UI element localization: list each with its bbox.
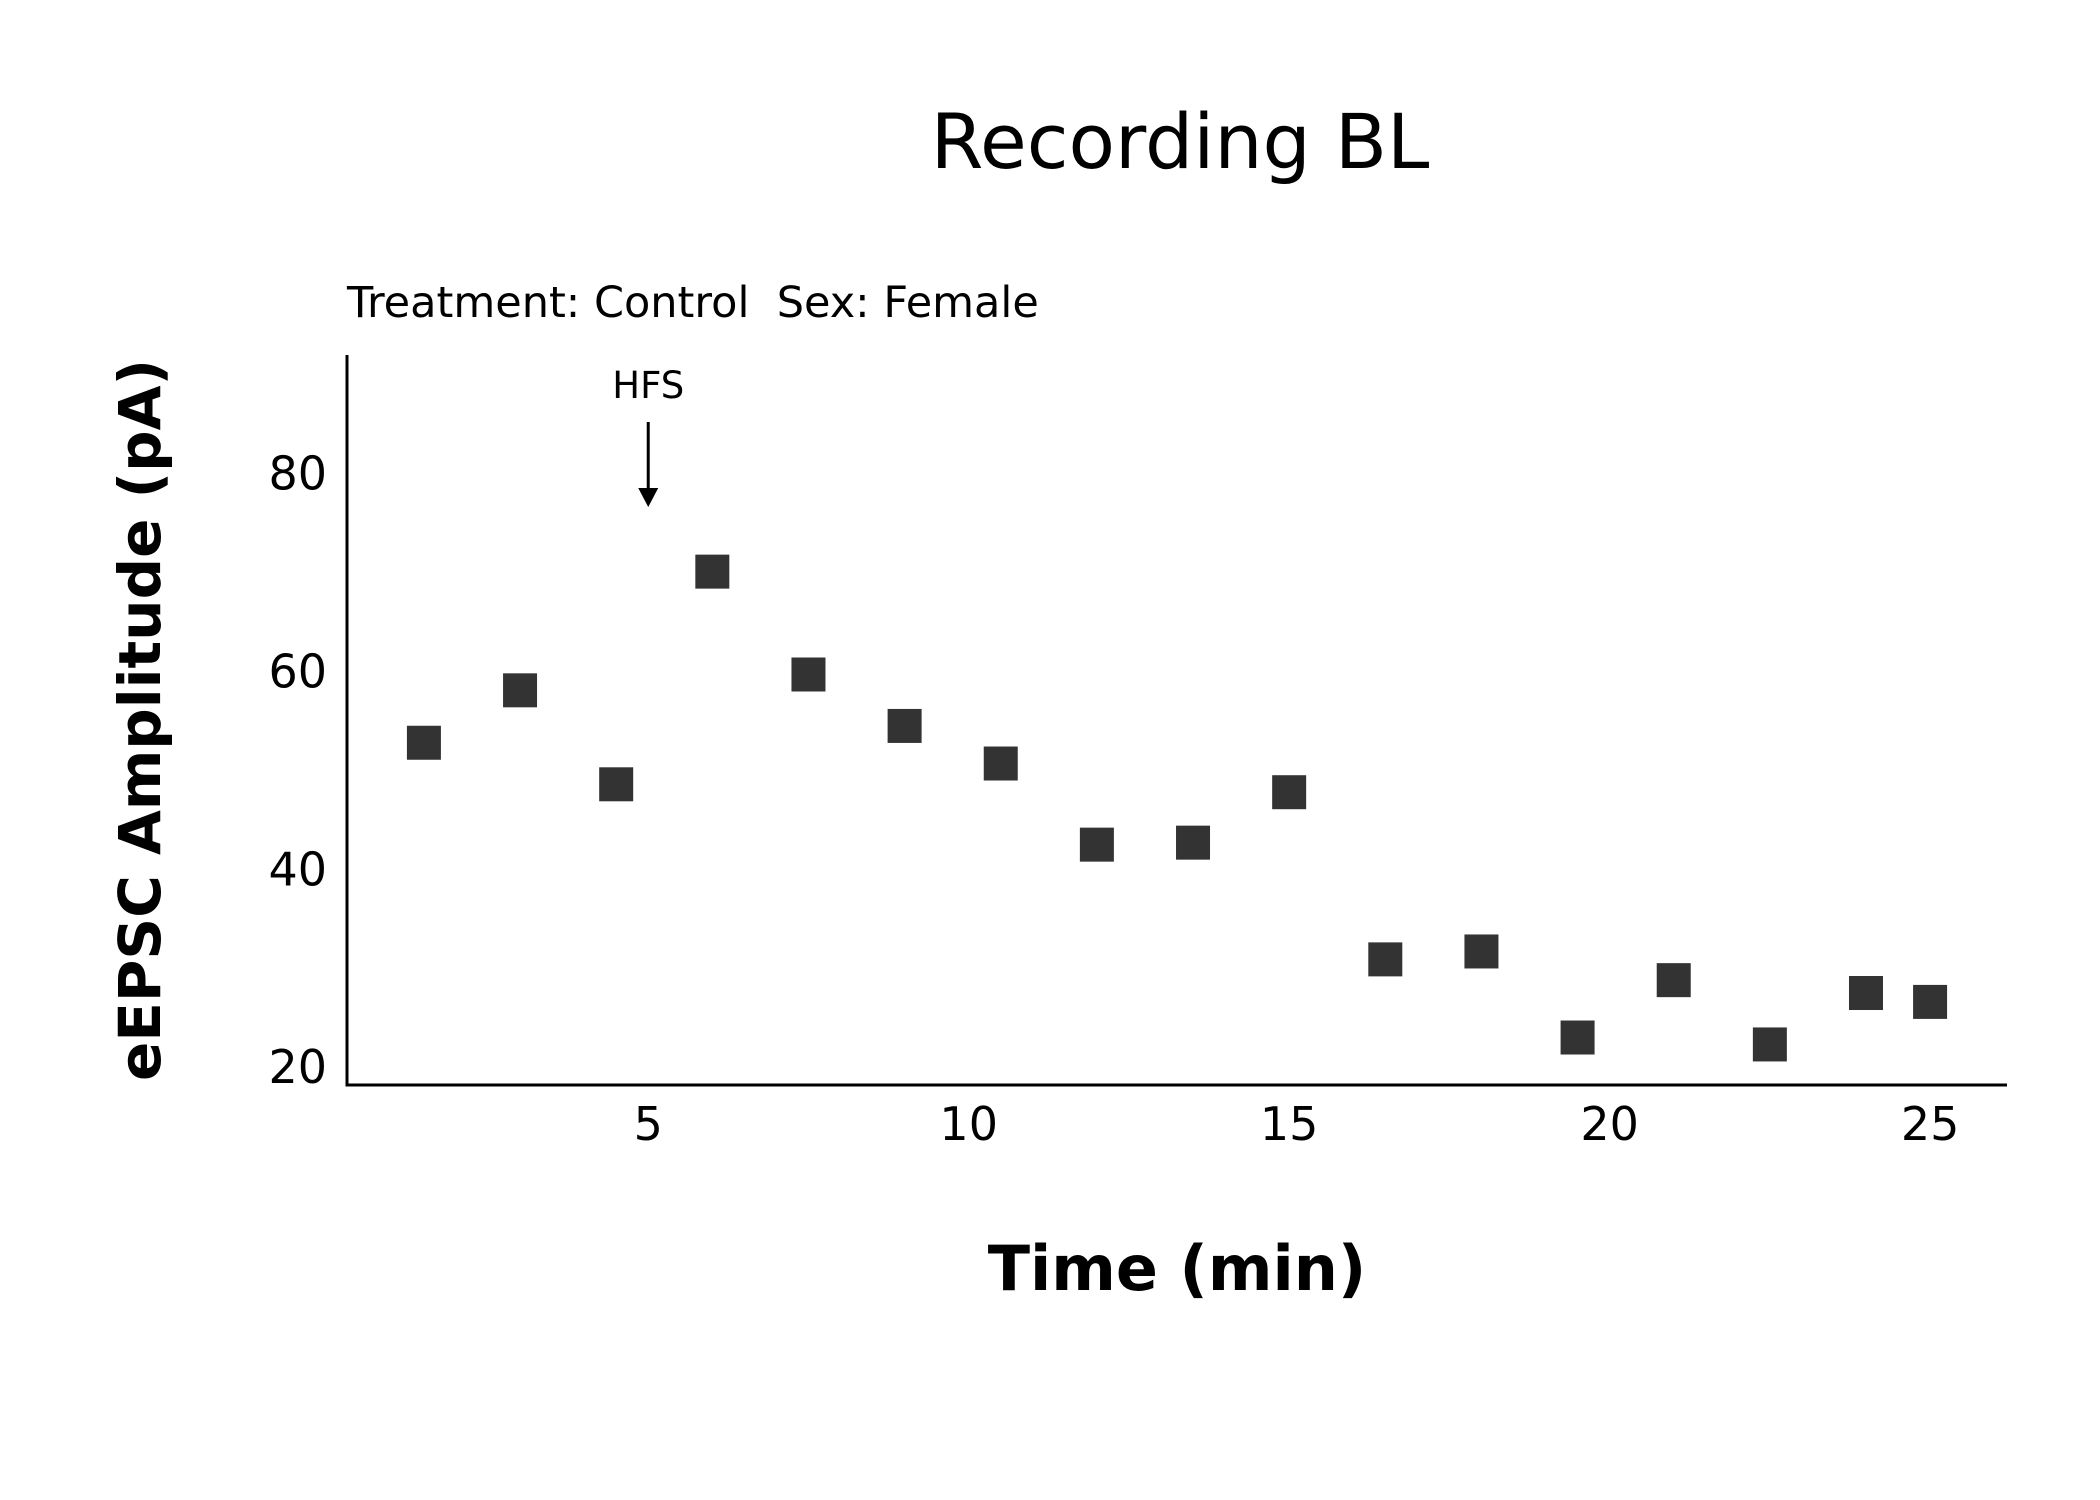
data-point [1272, 775, 1307, 810]
data-point [599, 767, 634, 802]
hfs-label: HFS [612, 364, 684, 407]
x-axis-label: Time (min) [988, 1232, 1366, 1305]
y-tick-label: 80 [268, 447, 327, 501]
y-tick-labels: 20 40 60 80 [268, 447, 327, 1094]
data-point [1368, 942, 1403, 977]
data-point [1560, 1020, 1595, 1055]
x-tick-label: 25 [1901, 1097, 1960, 1151]
y-tick-label: 60 [268, 645, 327, 699]
data-point [887, 708, 922, 743]
data-point [1913, 984, 1948, 1019]
data-points [406, 554, 1948, 1062]
data-point [406, 725, 441, 760]
hfs-annotation: HFS [612, 364, 684, 507]
x-tick-labels: 5 10 15 20 25 [634, 1097, 1960, 1151]
x-tick-label: 20 [1580, 1097, 1639, 1151]
y-tick-label: 20 [268, 1040, 327, 1094]
data-point [1752, 1027, 1787, 1062]
data-point [1079, 827, 1114, 862]
x-tick-label: 10 [939, 1097, 998, 1151]
y-axis-label: eEPSC Amplitude (pA) [106, 359, 174, 1081]
x-tick-label: 15 [1260, 1097, 1319, 1151]
x-tick-label: 5 [634, 1097, 663, 1151]
data-point [983, 746, 1018, 781]
data-point [503, 673, 538, 708]
data-point [1176, 825, 1211, 860]
axes [345, 355, 2007, 1087]
hfs-arrow-head [638, 488, 659, 507]
data-point [695, 554, 730, 589]
data-point [1848, 976, 1883, 1011]
data-point [1464, 934, 1499, 969]
data-point [1656, 963, 1691, 998]
y-tick-label: 40 [268, 842, 327, 896]
chart-subtitle: Treatment: Control Sex: Female [346, 278, 1039, 328]
data-point [791, 657, 826, 692]
chart-title: Recording BL [931, 97, 1430, 186]
